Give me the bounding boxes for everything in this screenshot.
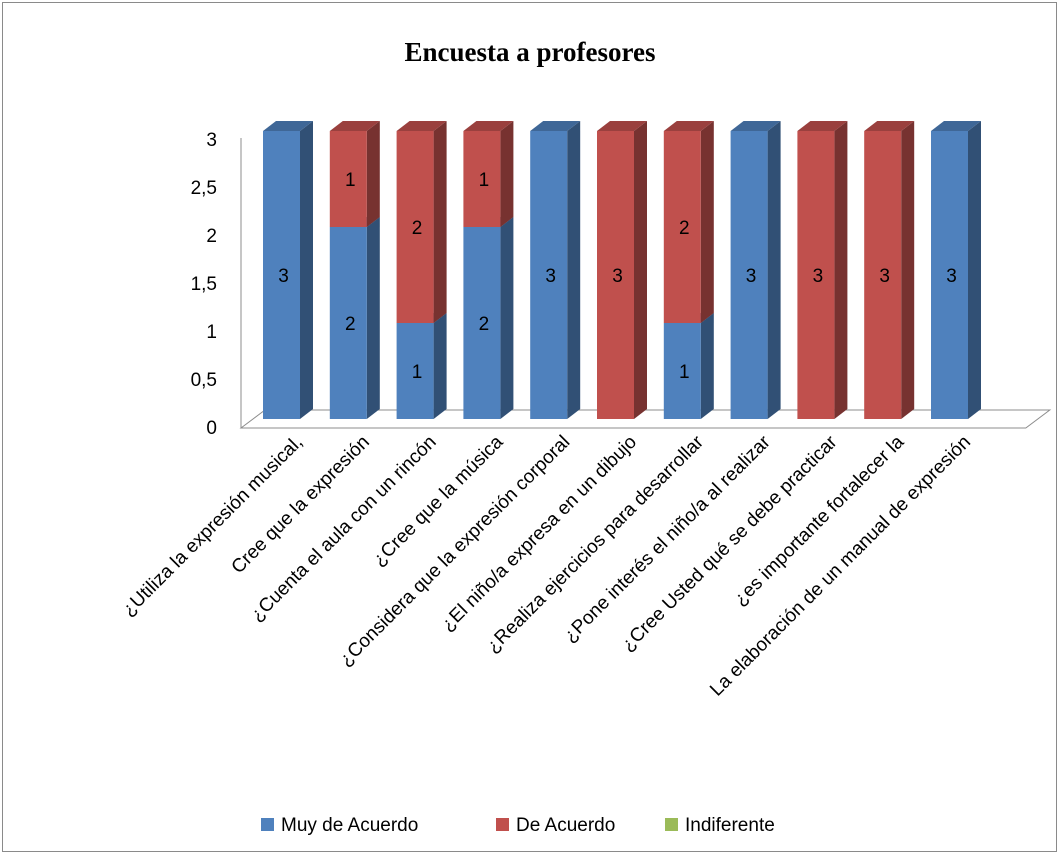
data-label: 3	[746, 266, 757, 287]
data-label: 2	[679, 218, 690, 239]
bar-segment	[263, 121, 313, 419]
bar-front	[864, 131, 902, 419]
bar-segment	[597, 121, 647, 419]
bar-side	[834, 121, 848, 419]
data-label: 3	[813, 266, 824, 287]
legend-swatch	[496, 818, 509, 831]
bar-side	[433, 313, 447, 419]
bar-segment	[730, 121, 781, 419]
axes: 0 0,5 1 1,5 2 2,5 3	[191, 130, 1052, 439]
bar-top	[329, 121, 380, 131]
data-label: 1	[345, 170, 356, 191]
bar-segment	[329, 121, 380, 227]
stacked-bar-chart: Encuesta a profesores 0 0,5 1 1,5 2 2,5 3 3 2 1 1…	[118, 37, 1052, 836]
legend-entry: Muy de Acuerdo	[261, 815, 418, 836]
y-tick-label: 2	[206, 226, 217, 247]
data-labels: 3 2 1 1 2 2 1 3 3 1 2 3 3 3 3	[278, 170, 957, 383]
bar-side	[300, 121, 313, 419]
bar-side	[700, 121, 714, 323]
bar-side	[500, 121, 514, 227]
chart-floor	[239, 409, 1052, 429]
bar-front	[931, 131, 968, 419]
bar-side	[634, 121, 647, 419]
y-tick-label: 2,5	[191, 178, 217, 199]
bar-side	[366, 121, 380, 227]
data-label: 2	[479, 314, 490, 335]
y-tick-label: 0,5	[191, 370, 217, 391]
legend-swatch	[665, 818, 678, 831]
legend-swatch	[261, 818, 274, 831]
bar-side	[767, 121, 781, 419]
bar-front	[463, 131, 501, 227]
data-label: 1	[412, 362, 423, 383]
legend-label: Indiferente	[685, 815, 775, 836]
bar-front	[396, 131, 434, 323]
bar-side	[433, 121, 447, 323]
bar-side	[500, 217, 514, 419]
category-labels: ¿Utiliza la expresión musical,Cree que l…	[118, 431, 975, 700]
category-label: ¿Considera que la expresión corporal	[335, 432, 574, 671]
bar-front	[329, 227, 367, 419]
bar-segment	[396, 121, 447, 323]
bar-side	[700, 313, 714, 419]
bar-top	[263, 121, 313, 131]
bar-top	[730, 121, 781, 131]
y-tick-label: 3	[206, 130, 217, 151]
data-label: 3	[879, 266, 890, 287]
bar-side	[567, 121, 581, 419]
data-label: 2	[345, 314, 356, 335]
bar-front	[597, 131, 634, 419]
legend: Muy de Acuerdo De Acuerdo Indiferente	[261, 815, 775, 836]
bar-segment	[797, 121, 848, 419]
bar-top	[396, 121, 447, 131]
bar-side	[901, 121, 915, 419]
chart-title: Encuesta a profesores	[405, 37, 656, 67]
bar-front	[329, 131, 367, 227]
bar-top	[931, 121, 981, 131]
data-label: 1	[679, 362, 690, 383]
bar-segment	[663, 121, 714, 323]
category-label: ¿Cree que la música	[369, 431, 508, 570]
legend-label: De Acuerdo	[516, 815, 615, 836]
y-tick-label: 1,5	[191, 274, 217, 295]
bar-front	[730, 131, 768, 419]
y-tick-label: 0	[206, 418, 217, 439]
bar-top	[864, 121, 915, 131]
bars	[263, 121, 981, 419]
bar-top	[797, 121, 848, 131]
bar-front	[530, 131, 568, 419]
data-label: 3	[946, 266, 957, 287]
data-label: 2	[412, 218, 423, 239]
bar-front	[663, 323, 701, 419]
bar-front	[263, 131, 300, 419]
bar-segment	[931, 121, 981, 419]
data-label: 3	[612, 266, 623, 287]
bar-side	[366, 217, 380, 419]
data-label: 1	[479, 170, 490, 191]
bar-front	[797, 131, 835, 419]
bar-segment	[463, 121, 514, 227]
legend-entry: De Acuerdo	[496, 815, 615, 836]
bar-segment	[396, 313, 447, 419]
bar-segment	[864, 121, 915, 419]
legend-label: Muy de Acuerdo	[281, 815, 418, 836]
bar-front	[463, 227, 501, 419]
bar-top	[530, 121, 581, 131]
legend-entry: Indiferente	[665, 815, 775, 836]
bar-side	[968, 121, 981, 419]
bar-front	[396, 323, 434, 419]
bar-top	[463, 121, 514, 131]
bar-top	[663, 121, 714, 131]
y-tick-label: 1	[206, 322, 217, 343]
bar-top	[597, 121, 647, 131]
data-label: 3	[545, 266, 556, 287]
bar-segment	[530, 121, 581, 419]
bar-front	[663, 131, 701, 323]
data-label: 3	[278, 266, 289, 287]
